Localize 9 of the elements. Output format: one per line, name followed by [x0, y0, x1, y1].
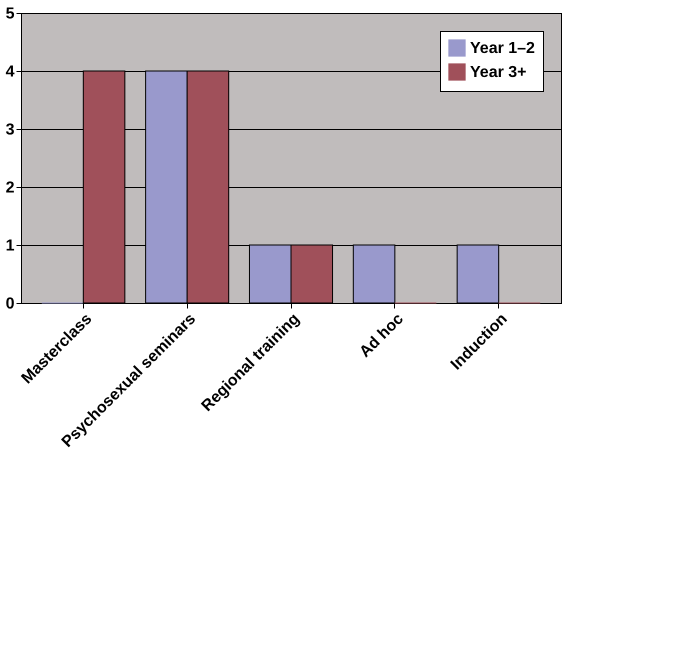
y-tick-label: 1 [6, 238, 15, 254]
x-tick-label: Ad hoc [356, 310, 407, 361]
y-tick-label: 5 [6, 6, 15, 22]
y-tick-label: 3 [6, 122, 15, 138]
y-tick-label: 2 [6, 180, 15, 196]
y-tick-label: 4 [6, 64, 15, 80]
legend-label: Year 1–2 [470, 40, 536, 57]
y-tick-label: 0 [6, 296, 15, 312]
legend-label: Year 3+ [470, 64, 526, 81]
